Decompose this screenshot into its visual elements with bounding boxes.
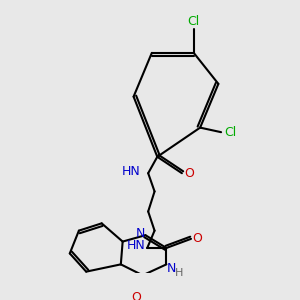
Text: HN: HN	[127, 239, 146, 252]
Text: N: N	[135, 227, 145, 240]
Text: Cl: Cl	[188, 15, 200, 28]
Text: HN: HN	[122, 165, 141, 178]
Text: N: N	[166, 262, 176, 275]
Text: H: H	[175, 268, 183, 278]
Text: O: O	[184, 167, 194, 180]
Text: Cl: Cl	[224, 126, 236, 139]
Text: O: O	[131, 291, 141, 300]
Text: O: O	[193, 232, 202, 245]
